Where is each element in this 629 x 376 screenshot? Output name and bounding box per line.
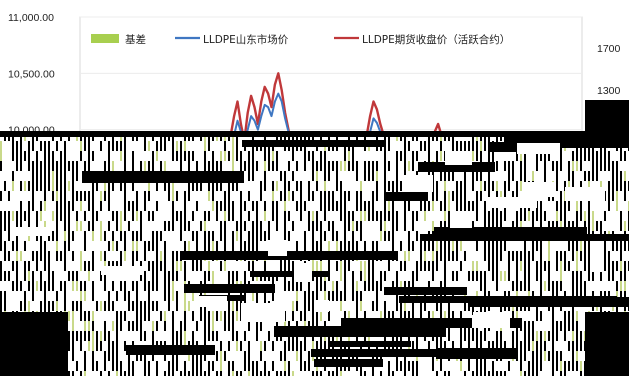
- legend-marker-basis: [91, 34, 119, 43]
- right-tick-label: 1300: [597, 85, 621, 97]
- legend-label-basis: 基差: [125, 33, 146, 46]
- legend-label-spot: LLDPE山东市场价: [203, 33, 289, 46]
- chart-legend: 基差 LLDPE山东市场价 LLDPE期货收盘价（活跃合约）: [84, 30, 568, 48]
- left-tick-label: 10,500.00: [8, 68, 55, 80]
- corrupted-image-region: [0, 100, 629, 376]
- right-axis-tick-labels: 1700 1300: [597, 43, 621, 97]
- legend-label-futures: LLDPE期货收盘价（活跃合约）: [362, 33, 510, 46]
- left-tick-label: 11,000.00: [8, 12, 54, 24]
- right-tick-label: 1700: [597, 43, 621, 55]
